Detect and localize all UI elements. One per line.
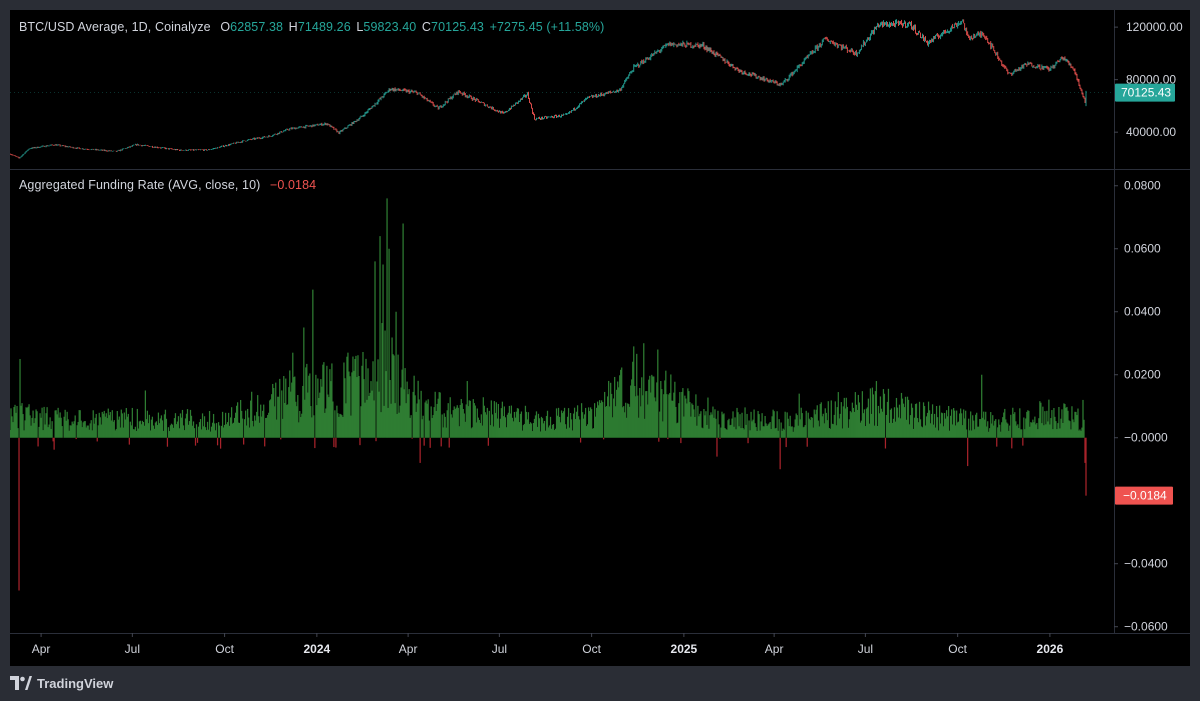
low-label: L bbox=[356, 20, 364, 34]
change-value: +7275.45 (+11.58%) bbox=[489, 20, 605, 34]
time-axis-label: 2026 bbox=[1037, 642, 1064, 656]
price-candles bbox=[10, 19, 1087, 159]
last-funding-badge bbox=[1115, 486, 1173, 505]
price-axis-label: 120000.00 bbox=[1126, 20, 1183, 34]
close-value: 70125.43 bbox=[431, 20, 484, 34]
time-axis-label: Jul bbox=[125, 642, 140, 656]
time-axis-label: Oct bbox=[582, 642, 601, 656]
chart-panel: 40000.00 80000.00 120000.00 70125.43 0.0800 0… bbox=[10, 10, 1190, 666]
price-axis-label: 80000.00 bbox=[1126, 73, 1176, 87]
last-funding-value: −0.0184 bbox=[1123, 489, 1167, 503]
time-axis-label: Apr bbox=[765, 642, 784, 656]
funding-bars bbox=[10, 198, 1087, 591]
last-price-value: 70125.43 bbox=[1121, 86, 1171, 100]
funding-axis-label: −0.0000 bbox=[1124, 431, 1168, 445]
funding-axis-label: 0.0800 bbox=[1124, 179, 1161, 193]
last-price-badge bbox=[1115, 83, 1175, 102]
chart-canvas: 40000.00 80000.00 120000.00 70125.43 0.0800 0… bbox=[10, 10, 1190, 656]
funding-value: −0.0184 bbox=[269, 178, 317, 192]
tradingview-branding[interactable]: TradingView bbox=[10, 673, 113, 693]
tradingview-logo-icon bbox=[10, 676, 32, 690]
close-label: C bbox=[421, 20, 432, 34]
symbol-label: BTC/USD Average, 1D, Coinalyze bbox=[19, 20, 211, 34]
open-value: 62857.38 bbox=[230, 20, 284, 34]
price-axis-label: 40000.00 bbox=[1126, 125, 1176, 139]
open-label: O bbox=[220, 20, 231, 34]
tradingview-name: TradingView bbox=[37, 675, 114, 691]
funding-axis-label: −0.0600 bbox=[1124, 620, 1168, 634]
time-axis-label: Jul bbox=[492, 642, 507, 656]
price-legend: BTC/USD Average, 1D, Coinalyze O62857.38… bbox=[19, 20, 604, 34]
funding-axis-label: 0.0400 bbox=[1124, 305, 1161, 319]
funding-title: Aggregated Funding Rate (AVG, close, 10) bbox=[19, 178, 261, 192]
low-value: 59823.40 bbox=[363, 20, 417, 34]
time-axis-label: Jul bbox=[858, 642, 873, 656]
time-axis-label: Oct bbox=[215, 642, 234, 656]
funding-legend: Aggregated Funding Rate (AVG, close, 10)… bbox=[19, 178, 316, 192]
high-label: H bbox=[288, 20, 298, 34]
time-axis-label: 2024 bbox=[304, 642, 331, 656]
time-axis-label: Apr bbox=[399, 642, 418, 656]
high-value: 71489.26 bbox=[297, 20, 351, 34]
funding-axis-label: 0.0600 bbox=[1124, 242, 1161, 256]
funding-axis-label: −0.0400 bbox=[1124, 557, 1168, 571]
time-axis-label: 2025 bbox=[671, 642, 698, 656]
time-axis-label: Apr bbox=[32, 642, 51, 656]
time-axis-label: Oct bbox=[948, 642, 967, 656]
funding-axis-label: 0.0200 bbox=[1124, 368, 1161, 382]
